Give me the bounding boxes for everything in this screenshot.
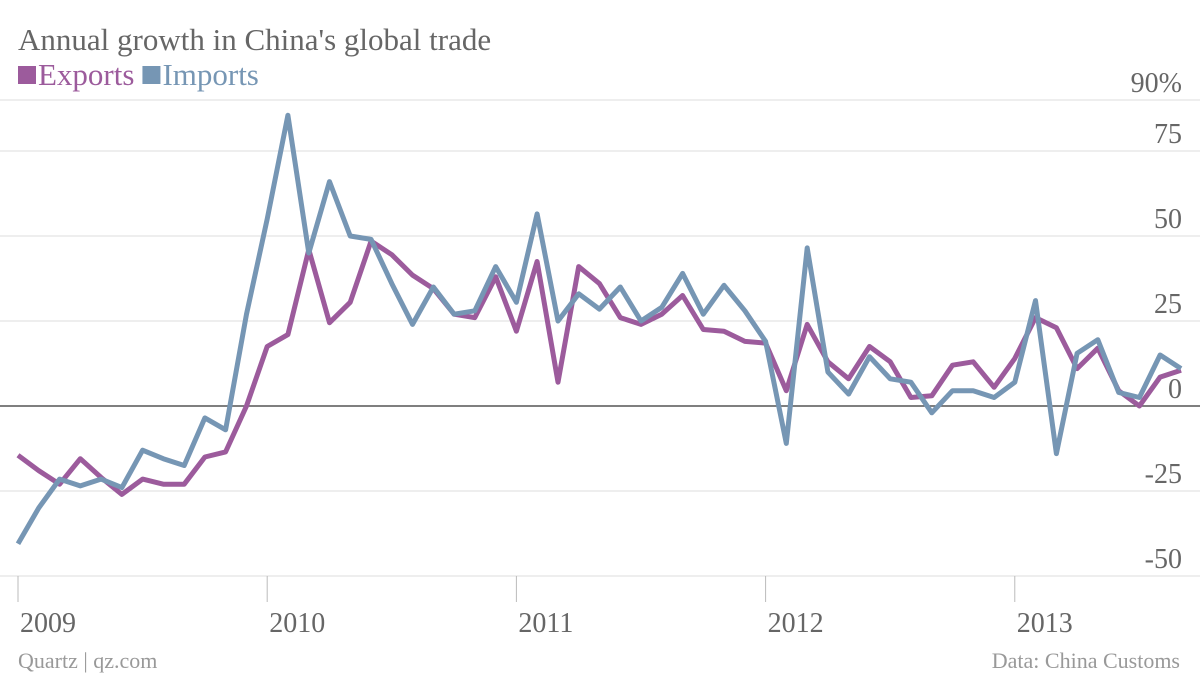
- legend-label: Imports: [162, 57, 258, 92]
- x-tick-label: 2013: [1017, 608, 1073, 639]
- chart-title: Annual growth in China's global trade: [18, 22, 491, 57]
- x-tick-label: 2010: [269, 608, 325, 639]
- series-line: [16, 238, 1182, 497]
- y-tick-label: 25: [1154, 289, 1182, 320]
- y-tick-label: 90%: [1131, 68, 1182, 99]
- x-tick-label: 2011: [518, 608, 573, 639]
- y-tick-label: -50: [1145, 544, 1182, 575]
- y-tick-label: -25: [1145, 459, 1182, 490]
- source: Data: China Customs: [992, 648, 1180, 673]
- legend-label: Exports: [38, 57, 134, 92]
- y-tick-label: 0: [1168, 374, 1182, 405]
- x-tick-label: 2012: [768, 608, 824, 639]
- legend-swatch: [18, 66, 36, 84]
- legend-swatch: [142, 66, 161, 84]
- credit: Quartz | qz.com: [18, 648, 157, 673]
- y-tick-label: 50: [1154, 204, 1182, 235]
- y-tick-label: 75: [1154, 119, 1182, 150]
- x-tick-label: 2009: [20, 608, 76, 639]
- series-line: [15, 112, 1183, 545]
